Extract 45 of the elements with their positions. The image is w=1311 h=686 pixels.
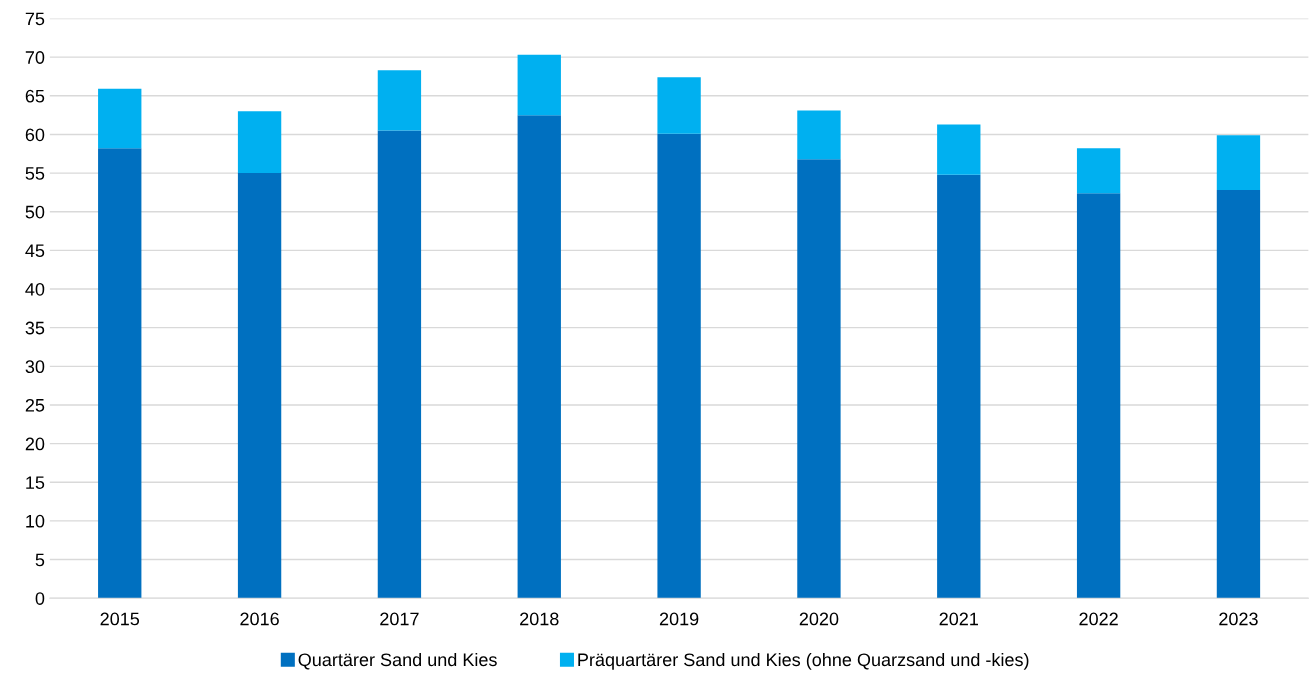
bar [377,70,422,131]
y-tick-label: 10 [26,514,45,528]
legend-label: Präquartärer Sand und Kies (ohne Quarzsand und -kies) [578,652,1029,670]
y-tick-label: 35 [25,321,45,335]
bar [797,159,841,599]
bar [517,54,561,116]
y-tick-label: 25 [25,398,45,412]
bar [377,130,422,599]
y-tick-label: 70 [25,51,45,64]
y-tick-label: 60 [25,128,45,142]
y-tick-label: 5 [35,553,45,567]
legend-label: Quartärer Sand und Kies [298,652,497,670]
y-tick-label: 15 [26,476,45,489]
y-tick-label: 40 [25,282,45,296]
y-tick-label: 0 [35,592,45,605]
bar [237,173,282,599]
bar [237,111,282,174]
bar [657,77,701,134]
bar [1076,193,1121,599]
bar [797,110,841,160]
bar [517,115,561,599]
x-tick-label: 2019 [659,612,699,626]
x-tick-label: 2016 [240,612,279,626]
y-tick-label: 20 [25,437,45,451]
y-tick-label: 65 [25,89,45,103]
bar [98,88,142,149]
x-tick-label: 2022 [1079,612,1118,626]
x-tick-label: 2023 [1219,612,1258,626]
bar [937,174,981,599]
x-tick-label: 2015 [100,612,140,626]
x-tick-label: 2017 [380,612,419,626]
bar [1216,190,1261,599]
bar [937,124,981,175]
x-tick-label: 2018 [520,612,559,626]
y-tick-label: 30 [25,360,45,374]
bar [98,148,142,599]
bar [657,133,701,599]
x-tick-label: 2020 [799,612,839,626]
bar [1216,135,1261,191]
y-tick-label: 45 [25,244,45,258]
bar [1076,148,1121,194]
y-tick-label: 55 [25,167,45,180]
y-tick-label: 50 [25,205,45,219]
y-tick-label: 75 [25,12,45,26]
x-tick-label: 2021 [939,612,978,626]
